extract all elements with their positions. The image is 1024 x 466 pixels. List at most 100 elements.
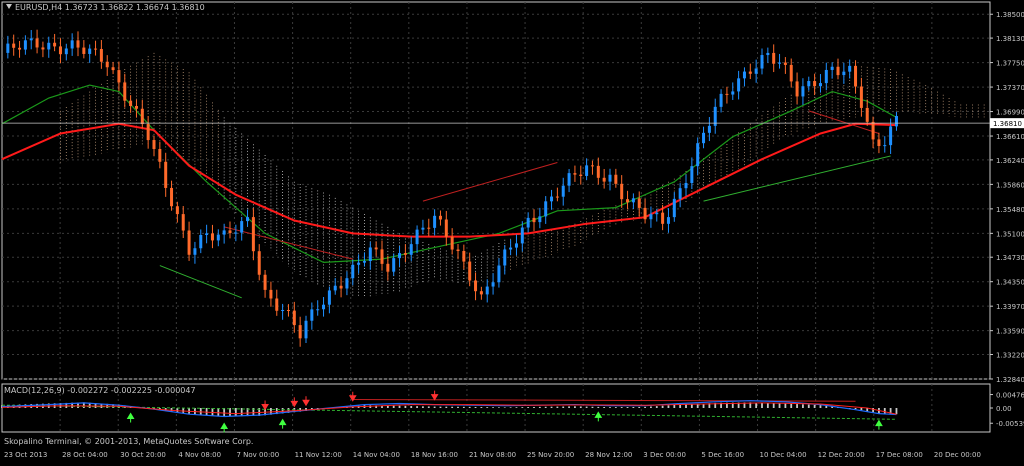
candle-body	[53, 42, 57, 47]
candle-body	[608, 174, 612, 182]
candle-body	[181, 214, 185, 231]
candle-body	[509, 247, 513, 250]
candle-body	[702, 132, 706, 144]
candle-body	[538, 216, 542, 223]
candle-body	[742, 71, 746, 79]
macd-panel[interactable]: 0.004767 0.00 -0.005396	[1, 383, 1024, 433]
candle-body	[731, 91, 735, 95]
price-tick-label: 1.32840	[996, 376, 1024, 384]
candle-body	[58, 46, 62, 55]
candle-body	[234, 232, 238, 234]
candle-body	[748, 71, 752, 74]
candle-body	[579, 174, 583, 176]
candle-body	[807, 81, 811, 87]
candle-body	[596, 165, 600, 178]
macd-signal-arrows	[126, 390, 883, 433]
price-tick-label: 1.37370	[996, 84, 1024, 92]
candlestick-series	[6, 29, 898, 347]
candle-body	[737, 78, 741, 92]
trend-lines[interactable]	[159, 110, 891, 299]
time-tick-label: 18 Nov 16:00	[411, 451, 458, 459]
candle-body	[403, 253, 407, 255]
candle-body	[491, 282, 495, 287]
candle-body	[514, 243, 518, 248]
candle-body	[94, 48, 98, 50]
candle-body	[222, 230, 226, 235]
candle-body	[123, 82, 127, 101]
candle-body	[240, 221, 244, 233]
candle-body	[47, 42, 51, 50]
candle-body	[848, 65, 852, 72]
candle-body	[275, 298, 279, 311]
candle-body	[555, 196, 559, 198]
candle-body	[23, 40, 27, 50]
price-tick-label: 1.35100	[996, 230, 1024, 238]
candle-body	[304, 320, 308, 339]
candle-body	[281, 309, 285, 311]
candle-body	[830, 66, 834, 70]
candle-body	[620, 183, 624, 200]
candle-body	[462, 251, 466, 262]
candle-body	[707, 125, 711, 133]
candle-body	[877, 139, 881, 147]
trend-line-red	[224, 226, 353, 260]
candle-body	[684, 183, 688, 189]
candle-body	[485, 286, 489, 295]
candle-body	[246, 217, 250, 222]
trend-line-red	[422, 161, 558, 202]
candle-body	[111, 67, 115, 71]
candle-body	[573, 173, 577, 175]
candle-body	[298, 325, 302, 339]
price-tick-label: 1.35860	[996, 181, 1024, 189]
time-tick-label: 10 Dec 04:00	[760, 451, 807, 459]
candle-body	[818, 83, 822, 87]
candle-body	[193, 248, 197, 255]
candle-body	[456, 249, 460, 252]
candle-body	[631, 198, 635, 203]
candle-body	[386, 263, 390, 272]
candle-body	[140, 108, 144, 125]
candle-body	[152, 140, 156, 149]
candle-body	[801, 86, 805, 97]
macd-header: MACD(12,26,9) -0.002272 -0.002225 -0.000…	[4, 386, 196, 395]
candle-body	[398, 253, 402, 259]
price-tick-label: 1.33220	[996, 352, 1024, 360]
price-panel-border	[1, 1, 991, 380]
candle-body	[88, 48, 92, 54]
candle-body	[544, 201, 548, 217]
candle-body	[368, 247, 372, 262]
time-tick-label: 4 Nov 08:00	[178, 451, 221, 459]
arrow-up-icon	[220, 422, 229, 433]
price-tick-label: 1.34350	[996, 279, 1024, 287]
candle-body	[322, 304, 326, 310]
candle-body	[18, 47, 22, 50]
candle-body	[12, 43, 16, 48]
price-tick-label: 1.35480	[996, 206, 1024, 214]
candle-body	[117, 70, 121, 83]
candle-body	[813, 81, 817, 87]
ma-green-line	[1, 84, 897, 264]
candle-body	[766, 52, 770, 56]
collapse-triangle-icon[interactable]	[6, 4, 12, 9]
candle-body	[228, 230, 232, 234]
macd-signal-line	[1, 402, 897, 415]
candle-body	[795, 81, 799, 97]
price-panel[interactable]: 1.38500 1.38130 1.37750 1.37370 1.36990 1.366…	[1, 1, 1024, 384]
candle-body	[357, 262, 361, 265]
arrow-up-icon	[278, 418, 287, 429]
candle-body	[421, 227, 425, 230]
candle-body	[362, 261, 366, 263]
candle-body	[836, 66, 840, 76]
candle-body	[754, 68, 758, 74]
candle-body	[649, 214, 653, 220]
price-tick-label: 1.38130	[996, 35, 1024, 43]
candle-body	[585, 165, 589, 176]
candle-body	[824, 69, 828, 84]
candle-body	[170, 187, 174, 207]
candle-body	[655, 212, 659, 215]
time-axis: 23 Oct 2013 28 Oct 04:00 30 Oct 20:00 4 Nov…	[4, 451, 981, 459]
candle-body	[76, 40, 80, 48]
price-tick-label: 1.33590	[996, 328, 1024, 336]
